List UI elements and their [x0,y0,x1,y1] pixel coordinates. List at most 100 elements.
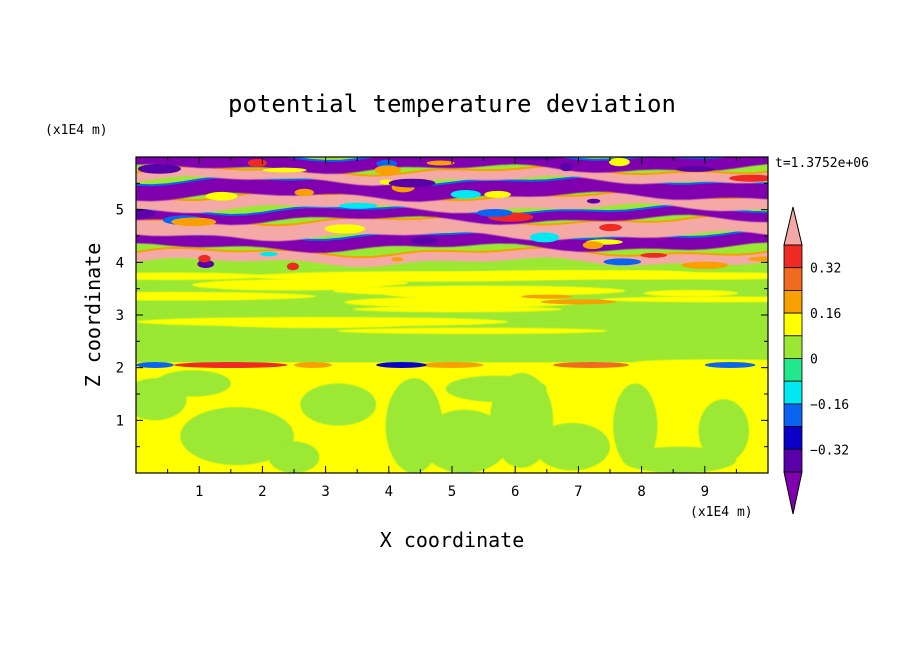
contour-field [136,157,768,473]
upper-band [136,229,768,253]
lower-blob [698,399,750,463]
upper-eddy [582,241,604,250]
upper-eddy [294,188,315,197]
upper-eddy [476,208,513,217]
upper-eddy [262,167,307,173]
lower-blob [180,407,294,466]
lower-blob [613,383,658,468]
y-tick-label: 4 [116,255,124,271]
middle-streak [613,272,768,280]
middle-streak [219,319,411,329]
middle-streak [251,271,600,282]
colorbar-tick-label: −0.16 [810,398,849,413]
colorbar-box [783,380,803,405]
upper-eddy [388,178,436,188]
x-unit-label: (x1E4 m) [690,505,753,520]
colorbar-top-extend [783,206,803,246]
colorbar-box [783,267,803,291]
upper-eddy [586,198,601,204]
colorbar-box [783,289,803,314]
upper-eddy [484,190,511,198]
middle-streak [333,285,626,296]
upper-eddy [198,254,211,263]
y-tick-label: 3 [116,308,124,324]
x-tick-label: 3 [321,484,329,500]
x-axis-ticks: 1 2 3 4 5 6 7 8 9 [167,157,737,500]
interface-streak [553,362,629,369]
upper-eddy [603,258,642,266]
middle-streak [136,272,267,280]
x-tick-label: 2 [258,484,266,500]
upper-eddy [640,252,668,258]
upper-eddy [729,174,768,182]
x-tick-label: 6 [511,484,519,500]
colorbar: 0.32 0.16 0 −0.16 −0.32 [783,206,849,515]
lower-blob [268,441,320,473]
middle-streak [344,296,580,308]
upper-eddy [529,232,560,243]
upper-eddy [247,158,267,168]
x-tick-label: 8 [637,484,645,500]
middle-warm-streak [540,299,617,305]
upper-eddy [171,217,217,227]
upper-eddy [376,159,398,168]
y-unit-label: (x1E4 m) [45,123,108,138]
upper-eddy [450,190,481,199]
middle-streak [353,306,563,313]
upper-eddy [137,163,181,174]
colorbar-box [783,403,803,427]
colorbar-box [783,448,803,473]
upper-eddy [681,261,729,269]
x-tick-label: 9 [701,484,709,500]
lower-blob [445,375,547,402]
x-axis-label: X coordinate [380,528,525,552]
upper-eddy [391,257,404,262]
middle-warm-streak [521,294,573,299]
upper-eddy [426,160,455,166]
x-tick-label: 4 [385,484,393,500]
upper-eddy [205,191,238,201]
upper-eddy [675,166,716,172]
colorbar-bottom-extend [783,471,803,515]
upper-eddy [559,162,573,172]
upper-eddy [286,262,299,271]
upper-eddy [136,208,156,219]
upper-eddy [513,157,559,161]
x-tick-label: 5 [448,484,456,500]
interface-streak [173,362,288,369]
interface-band [136,362,768,369]
interface-streak [294,362,332,369]
upper-eddy [259,251,278,257]
interface-streak [136,362,174,369]
upper-band [136,190,768,214]
x-tick-label: 7 [574,484,582,500]
y-axis-ticks: 1 2 3 4 5 [116,182,768,448]
upper-eddy [748,256,768,262]
lower-layer-blobs [136,370,750,473]
time-label: t=1.3752e+06 [775,156,869,171]
interface-streak [704,362,756,369]
middle-streak [337,327,607,335]
chart-title: potential temperature deviation [228,90,676,118]
lower-blob [622,446,737,473]
middle-streak [136,291,316,301]
upper-eddy [410,236,439,245]
colorbar-box [783,335,803,359]
colorbar-tick-label: 0.16 [810,307,841,322]
lower-blob [300,383,377,426]
upper-eddy [324,224,366,234]
colorbar-tick-label: 0 [810,353,818,368]
upper-band [136,204,768,225]
upper-band-edge [136,164,768,177]
colorbar-box [783,358,803,382]
middle-streak [643,289,738,297]
y-axis-label: Z coordinate [81,243,105,388]
y-tick-label: 5 [116,203,124,219]
y-tick-label: 2 [116,361,124,377]
x-tick-label: 1 [195,484,203,500]
upper-band [136,175,768,202]
lower-blob [534,422,610,471]
upper-layer-bands [136,157,768,271]
lower-blob [154,370,231,397]
